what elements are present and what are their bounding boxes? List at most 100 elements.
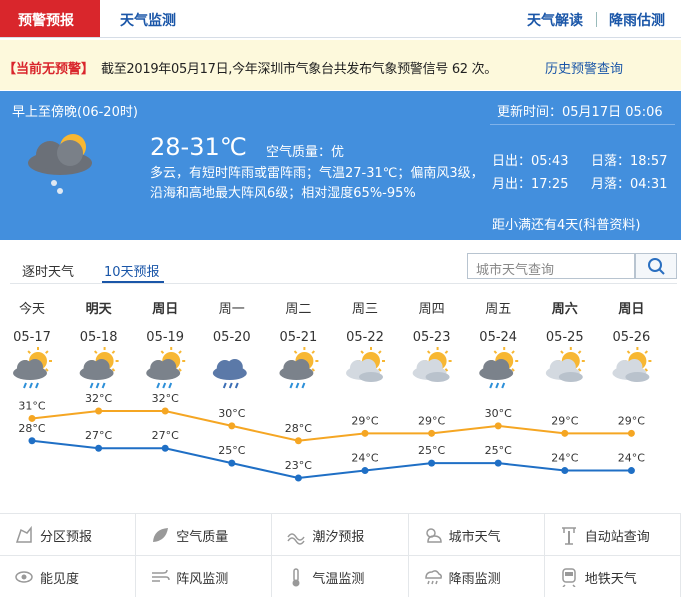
menu-icon — [153, 528, 169, 542]
menu-item[interactable]: 空气质量 — [136, 513, 273, 555]
sun-ray — [577, 350, 582, 354]
description: 多云，有短时阵雨或雷阵雨；气温27-31℃；偏南风3级，沿海和高地最大阵风6级；… — [150, 166, 484, 201]
temp-label: 23°C — [285, 459, 312, 472]
menu-icon — [561, 527, 576, 545]
tab[interactable]: 降雨估测 — [609, 13, 665, 29]
alert-bar — [0, 40, 681, 90]
temp-line — [31, 410, 632, 442]
rain — [23, 382, 27, 389]
menu-label: 阵风监测 — [176, 572, 229, 587]
temp-label: 25°C — [485, 444, 512, 457]
divider — [10, 283, 677, 284]
menu-label: 能见度 — [40, 572, 80, 587]
sun-ray — [577, 368, 582, 372]
sun-ray — [27, 350, 31, 354]
date-label: 05-20 — [213, 330, 251, 345]
tab[interactable]: 预警预报 — [18, 13, 74, 29]
temp-line — [31, 439, 632, 480]
tab[interactable]: 天气监测 — [120, 13, 176, 29]
cloud — [626, 359, 643, 375]
temp-point — [161, 444, 169, 452]
sun-ray — [644, 350, 649, 354]
cloud — [558, 372, 583, 382]
cloud — [559, 359, 576, 375]
sun-ray — [444, 350, 449, 354]
menu-label: 城市天气 — [448, 530, 501, 545]
temp-label: 32°C — [85, 392, 112, 405]
cloud — [425, 372, 450, 382]
menu: 分区预报 空气质量 潮汐预报 城市天气 自动站查询能见度 阵风监测 气温监测 降雨监测 地铁天气 — [0, 513, 681, 597]
menu-item[interactable]: 能见度 — [0, 555, 137, 597]
date-label: 05-22 — [346, 330, 384, 345]
day-label: 周二 — [285, 302, 311, 317]
alert-link[interactable]: 历史预警查询 — [545, 62, 624, 77]
rain — [228, 382, 233, 389]
day-label: 周日 — [618, 302, 644, 317]
sun-ray — [111, 368, 116, 372]
menu-icon — [15, 525, 32, 543]
weather-icon — [346, 347, 385, 382]
rain — [222, 382, 227, 389]
tab[interactable]: 天气解读 — [527, 13, 583, 29]
cloud — [226, 359, 243, 375]
weather-icon — [212, 359, 247, 389]
cloud — [625, 372, 650, 382]
weather-icon — [412, 347, 452, 382]
search-button[interactable] — [635, 253, 677, 279]
menu-item[interactable]: 城市天气 — [408, 513, 545, 555]
temp-point — [228, 422, 236, 430]
solar-term[interactable]: 距小满还有4天(科普资料) — [492, 218, 641, 233]
forecast-chart: 今天 05-17 明天 05-18 周日 05-19 周一 05-20 周二 05-21 周三 05-… — [13, 301, 652, 482]
date-label: 05-25 — [546, 330, 584, 345]
sun-ray — [560, 350, 564, 354]
separator — [596, 12, 597, 27]
menu-icon — [152, 569, 170, 582]
temp-point — [428, 459, 436, 467]
day-label: 周一 — [219, 302, 245, 317]
sun-ray — [111, 350, 116, 354]
temp-point — [627, 429, 635, 437]
temp-label: 28°C — [18, 422, 45, 435]
temp-label: 30°C — [485, 407, 512, 420]
sun-ray — [178, 350, 182, 354]
cloud — [27, 359, 43, 375]
menu-item[interactable]: 自动站查询 — [544, 513, 681, 555]
menu-item[interactable]: 分区预报 — [0, 513, 137, 555]
temp-point — [561, 467, 569, 475]
cloud — [160, 359, 177, 375]
sun-ray — [444, 368, 449, 372]
menu-item[interactable]: 潮汐预报 — [272, 513, 409, 555]
rain — [234, 382, 239, 389]
forecast-tab[interactable]: 逐时天气 — [22, 265, 75, 280]
cloud — [360, 359, 376, 375]
menu-icon — [292, 568, 300, 587]
search-placeholder: 城市天气查询 — [476, 263, 555, 278]
rain — [295, 382, 300, 389]
menu-icon — [287, 533, 306, 545]
menu-item[interactable]: 降雨监测 — [408, 555, 545, 597]
search-box[interactable] — [467, 253, 635, 279]
temp-label: 28°C — [285, 422, 312, 435]
divider — [490, 124, 675, 125]
temp-label: 30°C — [218, 407, 245, 420]
menu-item[interactable]: 气温监测 — [272, 555, 409, 597]
temp-point — [228, 459, 236, 467]
sun-ray — [511, 350, 515, 354]
temp-label: 31°C — [18, 399, 45, 412]
cloud — [426, 359, 443, 375]
temp-point — [95, 407, 103, 415]
menu-label: 地铁天气 — [584, 572, 637, 587]
temp-label: 32°C — [152, 392, 179, 405]
weather-icon — [545, 347, 585, 382]
active-tab-bg — [0, 0, 100, 37]
air-quality: 空气质量：优 — [266, 145, 345, 160]
temp-label: 24°C — [618, 452, 645, 465]
temp-point — [561, 429, 569, 437]
menu-item[interactable]: 阵风监测 — [136, 555, 273, 597]
temp-point — [161, 407, 169, 415]
menu-item[interactable]: 地铁天气 — [544, 555, 681, 597]
forecast-tab[interactable]: 10天预报 — [104, 265, 160, 280]
sun-ray — [178, 368, 182, 372]
weather-icon — [146, 347, 186, 389]
